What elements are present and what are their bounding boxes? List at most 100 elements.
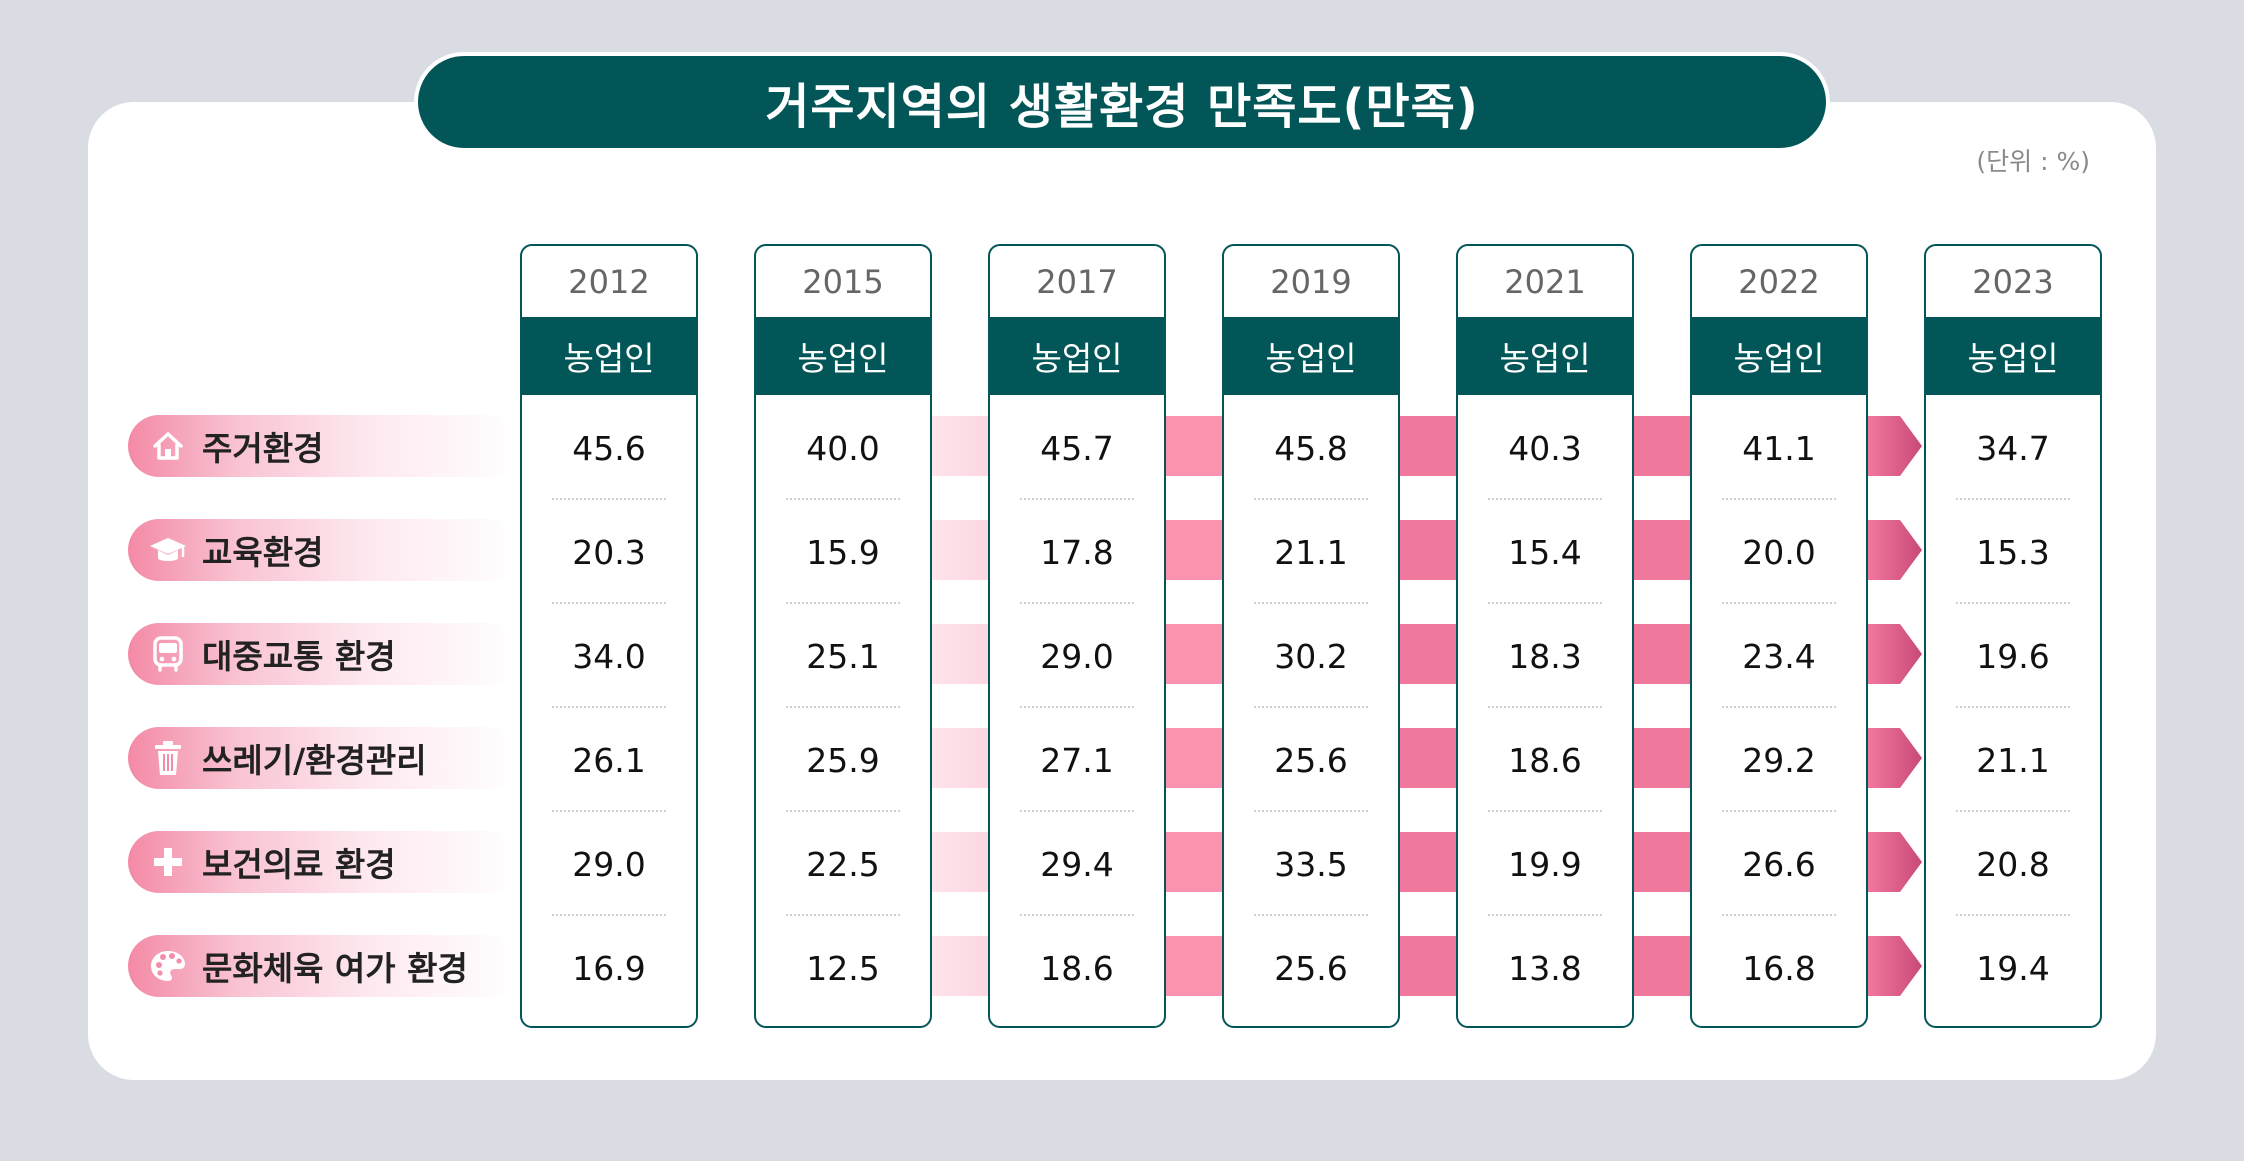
year-column: 2023 농업인 34.7 15.3 19.6 21.1 20.8 19.4 bbox=[1924, 244, 2102, 1028]
year-header: 2021 bbox=[1504, 262, 1586, 301]
row-divider bbox=[1020, 810, 1134, 812]
row-divider bbox=[1020, 602, 1134, 604]
trend-band bbox=[1634, 728, 1690, 788]
value-cell: 25.1 bbox=[806, 636, 880, 676]
row-divider bbox=[552, 706, 666, 708]
row-divider bbox=[1254, 706, 1368, 708]
value-cell: 20.3 bbox=[572, 532, 646, 572]
value-cell: 25.6 bbox=[1274, 740, 1348, 780]
row-label: 보건의료 환경 bbox=[128, 831, 518, 893]
trend-band bbox=[1166, 416, 1222, 476]
value-cell: 13.8 bbox=[1508, 948, 1582, 988]
value-cell: 45.7 bbox=[1040, 428, 1114, 468]
value-cell: 27.1 bbox=[1040, 740, 1114, 780]
trend-band bbox=[1166, 520, 1222, 580]
row-divider bbox=[552, 602, 666, 604]
row-label-text: 문화체육 여가 환경 bbox=[202, 949, 468, 988]
value-cell: 26.1 bbox=[572, 740, 646, 780]
trend-band bbox=[1634, 936, 1690, 996]
year-column: 2021 농업인 40.3 15.4 18.3 18.6 19.9 13.8 bbox=[1456, 244, 1634, 1028]
value-cell: 20.8 bbox=[1976, 844, 2050, 884]
trend-band bbox=[1634, 416, 1690, 476]
row-divider bbox=[1020, 706, 1134, 708]
value-cell: 30.2 bbox=[1274, 636, 1348, 676]
trend-band bbox=[932, 936, 988, 996]
value-cell: 16.9 bbox=[572, 948, 646, 988]
year-header: 2019 bbox=[1270, 262, 1352, 301]
value-cell: 15.3 bbox=[1976, 532, 2050, 572]
chart-title: 거주지역의 생활환경 만족도(만족) bbox=[414, 52, 1830, 152]
row-divider bbox=[1722, 498, 1836, 500]
row-label-text: 대중교통 환경 bbox=[202, 637, 396, 676]
unit-label: (단위 : %) bbox=[1976, 147, 2090, 176]
row-divider bbox=[1254, 602, 1368, 604]
house-icon bbox=[140, 415, 196, 477]
row-divider bbox=[1254, 914, 1368, 916]
trend-band bbox=[932, 416, 988, 476]
row-label: 쓰레기/환경관리 bbox=[128, 727, 518, 789]
value-cell: 29.0 bbox=[572, 844, 646, 884]
row-divider bbox=[1488, 602, 1602, 604]
row-label-text: 쓰레기/환경관리 bbox=[202, 741, 427, 780]
trend-band bbox=[1634, 520, 1690, 580]
trend-band bbox=[932, 520, 988, 580]
value-cell: 23.4 bbox=[1742, 636, 1816, 676]
trend-band bbox=[1634, 624, 1690, 684]
value-cell: 25.9 bbox=[806, 740, 880, 780]
row-divider bbox=[1254, 810, 1368, 812]
row-divider bbox=[1722, 602, 1836, 604]
value-cell: 18.6 bbox=[1508, 740, 1582, 780]
trend-band bbox=[1400, 416, 1456, 476]
trend-band bbox=[1634, 832, 1690, 892]
trend-band bbox=[1400, 520, 1456, 580]
row-divider bbox=[786, 706, 900, 708]
year-header: 2023 bbox=[1972, 262, 2054, 301]
value-cell: 22.5 bbox=[806, 844, 880, 884]
value-cell: 16.8 bbox=[1742, 948, 1816, 988]
group-header: 농업인 bbox=[522, 317, 696, 395]
row-divider bbox=[1488, 498, 1602, 500]
palette-icon bbox=[140, 935, 196, 997]
row-divider bbox=[786, 602, 900, 604]
row-label-text: 보건의료 환경 bbox=[202, 845, 396, 884]
trend-band bbox=[932, 624, 988, 684]
row-label-text: 교육환경 bbox=[202, 533, 324, 572]
year-header: 2012 bbox=[568, 262, 650, 301]
year-column: 2022 농업인 41.1 20.0 23.4 29.2 26.6 16.8 bbox=[1690, 244, 1868, 1028]
value-cell: 25.6 bbox=[1274, 948, 1348, 988]
trend-band bbox=[1400, 728, 1456, 788]
group-header: 농업인 bbox=[990, 317, 1164, 395]
value-cell: 15.9 bbox=[806, 532, 880, 572]
trend-band bbox=[1166, 936, 1222, 996]
group-header: 농업인 bbox=[1926, 317, 2100, 395]
trend-band bbox=[932, 728, 988, 788]
row-divider bbox=[552, 498, 666, 500]
trend-band bbox=[1166, 832, 1222, 892]
value-cell: 21.1 bbox=[1976, 740, 2050, 780]
group-header: 농업인 bbox=[1458, 317, 1632, 395]
value-cell: 26.6 bbox=[1742, 844, 1816, 884]
row-label: 대중교통 환경 bbox=[128, 623, 518, 685]
value-cell: 17.8 bbox=[1040, 532, 1114, 572]
value-cell: 19.9 bbox=[1508, 844, 1582, 884]
value-cell: 40.0 bbox=[806, 428, 880, 468]
row-divider bbox=[1956, 810, 2070, 812]
value-cell: 19.4 bbox=[1976, 948, 2050, 988]
year-header: 2017 bbox=[1036, 262, 1118, 301]
group-header: 농업인 bbox=[1692, 317, 1866, 395]
row-divider bbox=[1488, 810, 1602, 812]
value-cell: 45.6 bbox=[572, 428, 646, 468]
trend-band bbox=[1400, 624, 1456, 684]
group-header: 농업인 bbox=[1224, 317, 1398, 395]
row-divider bbox=[786, 810, 900, 812]
row-divider bbox=[1956, 498, 2070, 500]
row-divider bbox=[1488, 914, 1602, 916]
value-cell: 29.4 bbox=[1040, 844, 1114, 884]
value-cell: 18.6 bbox=[1040, 948, 1114, 988]
row-divider bbox=[786, 498, 900, 500]
graduation-cap-icon bbox=[140, 519, 196, 581]
year-header: 2022 bbox=[1738, 262, 1820, 301]
trend-band bbox=[932, 832, 988, 892]
trend-band bbox=[1166, 624, 1222, 684]
row-label: 문화체육 여가 환경 bbox=[128, 935, 518, 997]
